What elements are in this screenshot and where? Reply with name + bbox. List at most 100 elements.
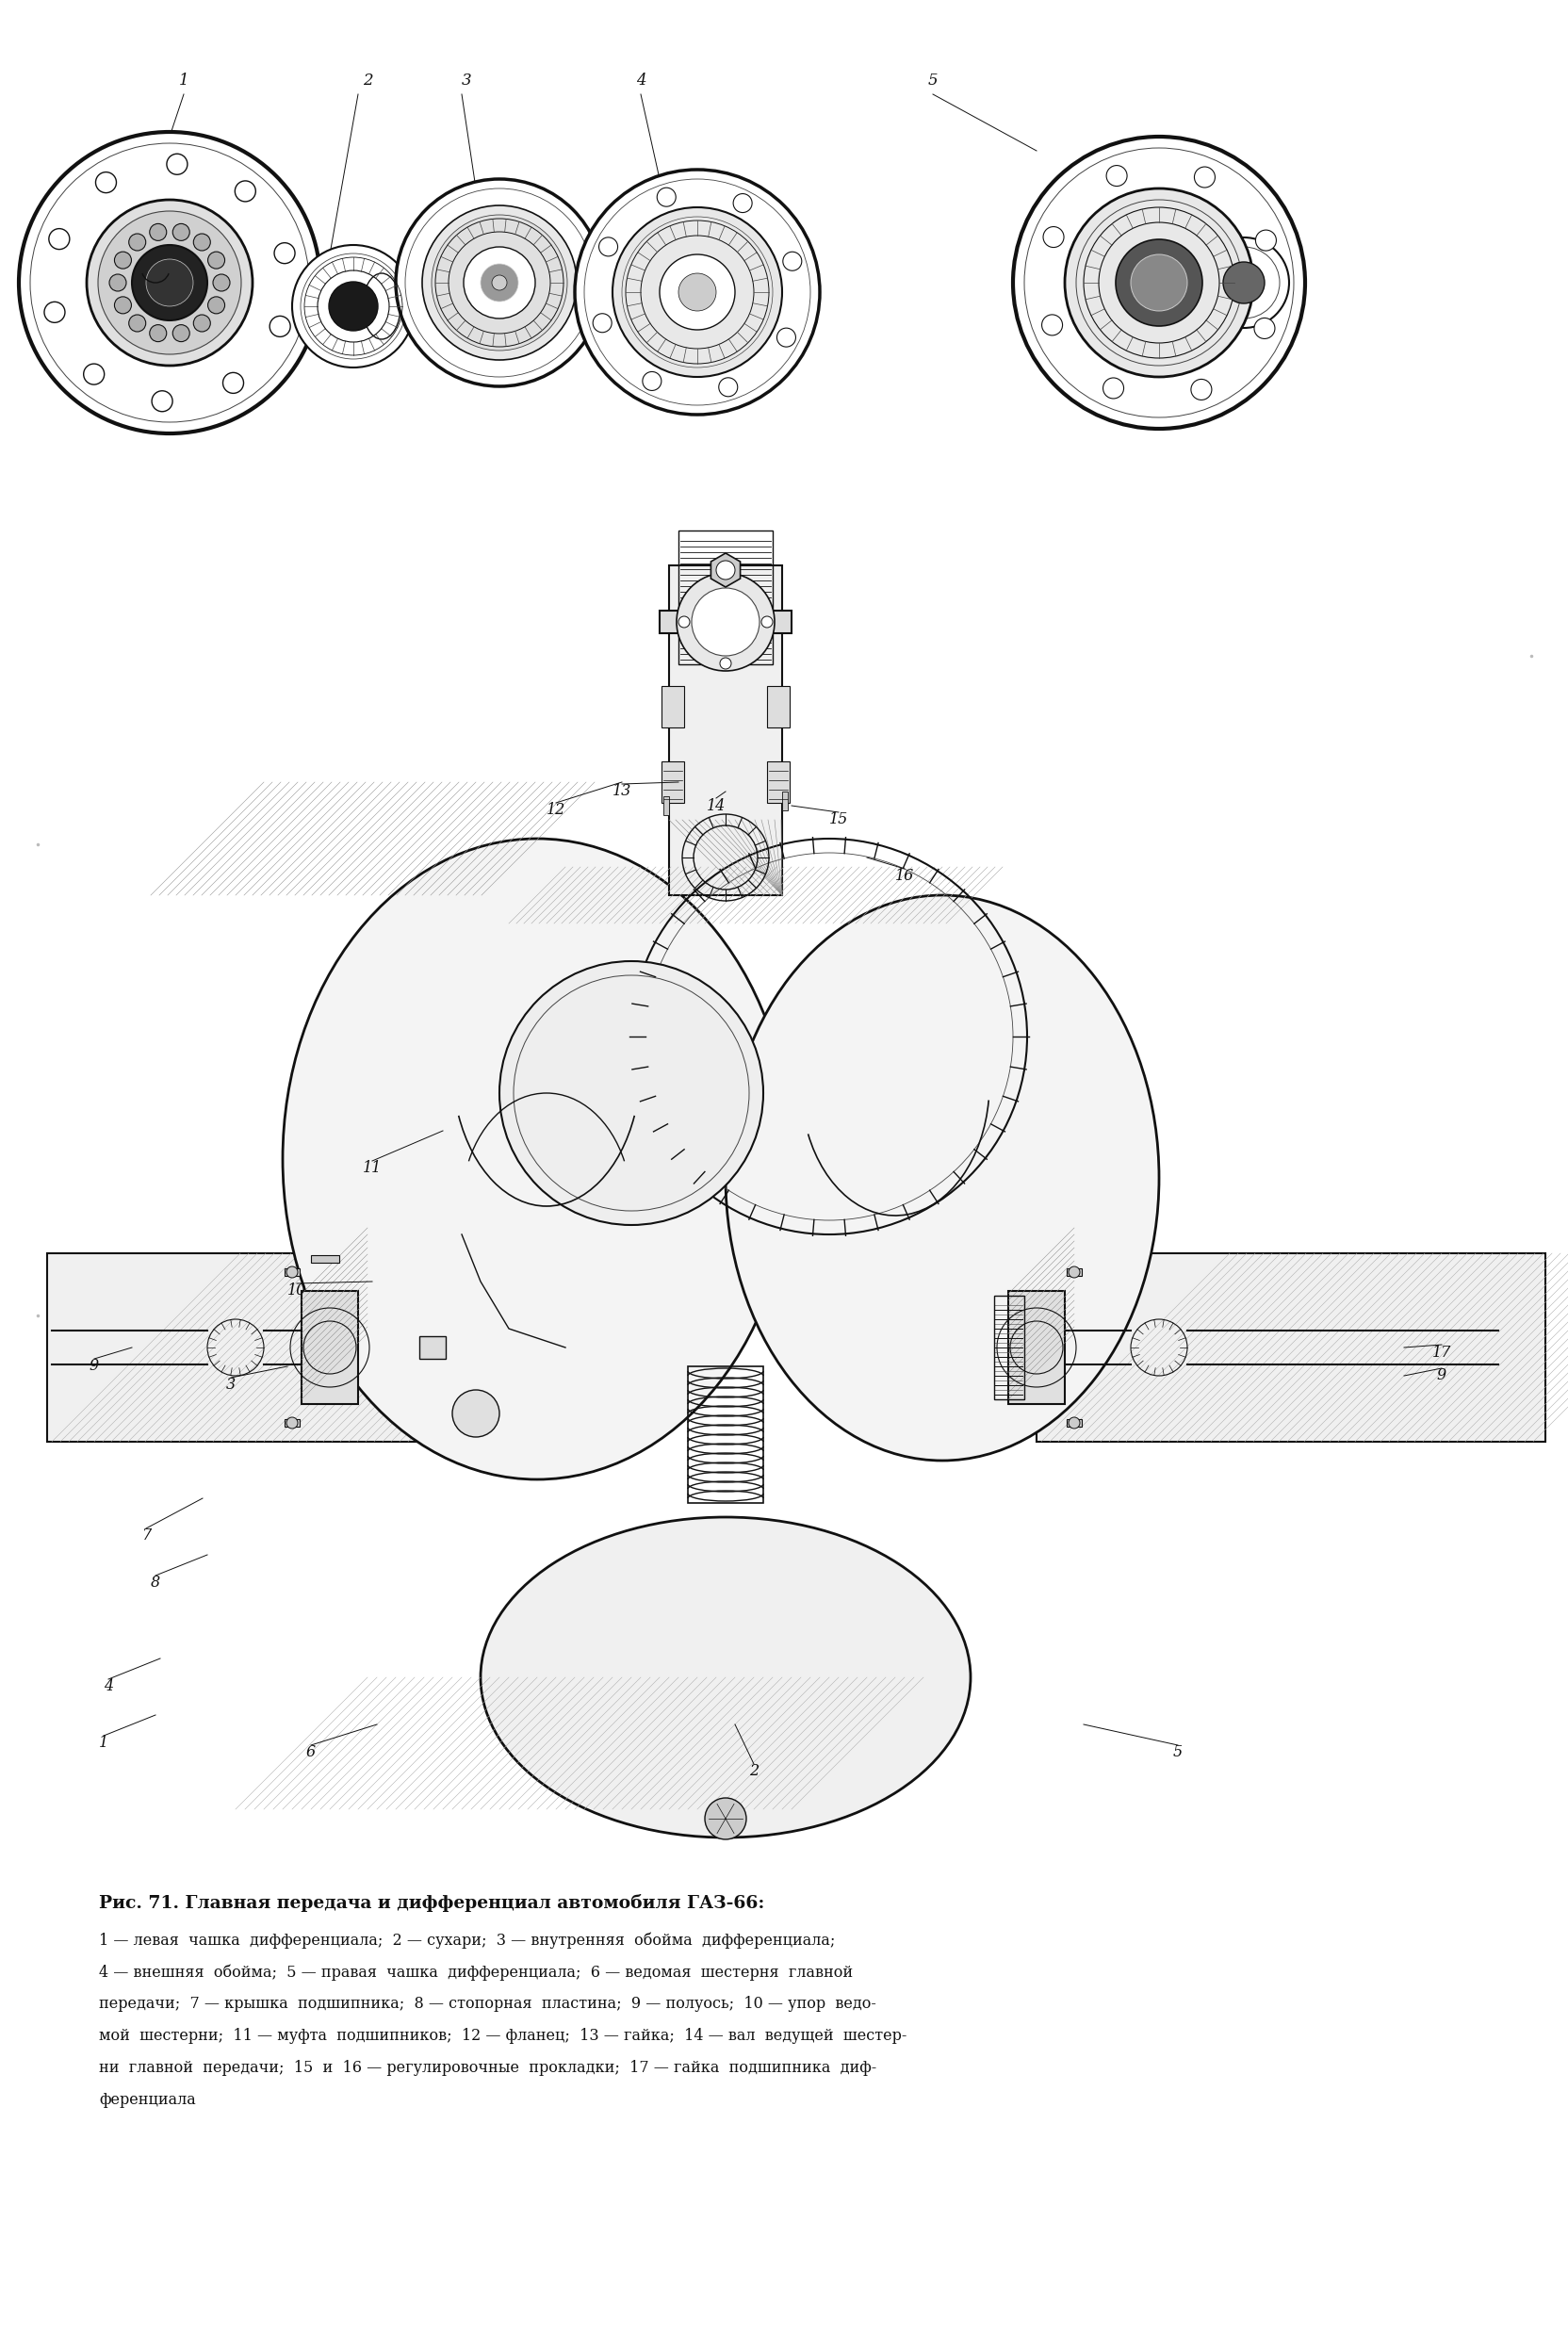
Text: 10: 10: [287, 1282, 306, 1298]
Text: 12: 12: [546, 802, 566, 818]
Text: 4: 4: [635, 73, 646, 87]
Bar: [47, 1254, 470, 1442]
Circle shape: [676, 574, 775, 670]
Circle shape: [292, 245, 414, 367]
Circle shape: [706, 1797, 746, 1839]
Text: 13: 13: [613, 783, 632, 800]
Bar: [310, 1256, 339, 1263]
Circle shape: [1223, 261, 1264, 303]
Circle shape: [193, 233, 210, 252]
Bar: [782, 793, 787, 811]
Circle shape: [152, 390, 172, 412]
Polygon shape: [710, 553, 740, 588]
Bar: [688, 1367, 764, 1503]
Circle shape: [405, 188, 594, 376]
Circle shape: [1256, 230, 1276, 252]
Text: 17: 17: [1432, 1345, 1452, 1359]
Ellipse shape: [362, 273, 400, 339]
Circle shape: [464, 247, 535, 318]
Circle shape: [129, 233, 146, 252]
Bar: [662, 762, 684, 802]
Circle shape: [1013, 136, 1305, 428]
Circle shape: [19, 132, 320, 433]
Bar: [663, 797, 670, 816]
Text: 4 — внешняя  обойма;  5 — правая  чашка  дифференциала;  6 — ведомая  шестерня  : 4 — внешняя обойма; 5 — правая чашка диф…: [99, 1964, 853, 1980]
Circle shape: [395, 179, 604, 386]
Circle shape: [270, 315, 290, 336]
Text: передачи;  7 — крышка  подшипника;  8 — стопорная  пластина;  9 — полуось;  10 —: передачи; 7 — крышка подшипника; 8 — сто…: [99, 1997, 877, 2011]
Circle shape: [166, 153, 188, 174]
Circle shape: [431, 214, 568, 350]
Circle shape: [452, 1390, 500, 1437]
Circle shape: [30, 143, 309, 421]
Circle shape: [613, 207, 782, 376]
Circle shape: [599, 238, 618, 256]
Circle shape: [132, 245, 207, 320]
Text: 5: 5: [1173, 1745, 1182, 1762]
Bar: [994, 1296, 1024, 1399]
Circle shape: [1107, 165, 1127, 186]
Circle shape: [1043, 226, 1065, 247]
Bar: [1036, 1254, 1546, 1442]
Circle shape: [146, 259, 193, 306]
Text: 15: 15: [829, 811, 848, 828]
Circle shape: [734, 193, 753, 212]
Circle shape: [1198, 238, 1289, 327]
Circle shape: [717, 560, 735, 579]
Circle shape: [1065, 188, 1253, 376]
Circle shape: [172, 223, 190, 240]
Circle shape: [575, 169, 820, 414]
Circle shape: [782, 252, 801, 270]
Circle shape: [679, 616, 690, 628]
Ellipse shape: [282, 840, 792, 1479]
Bar: [284, 1418, 299, 1428]
Circle shape: [49, 228, 69, 249]
Circle shape: [1116, 240, 1203, 327]
Circle shape: [1254, 318, 1275, 339]
Circle shape: [585, 179, 811, 405]
Circle shape: [1131, 254, 1187, 310]
Circle shape: [329, 282, 378, 332]
Circle shape: [97, 212, 241, 355]
Text: ференциала: ференциала: [99, 2091, 196, 2107]
Circle shape: [480, 263, 519, 301]
Ellipse shape: [726, 896, 1159, 1461]
Circle shape: [1068, 1418, 1080, 1428]
Circle shape: [274, 242, 295, 263]
Circle shape: [172, 325, 190, 341]
Circle shape: [110, 275, 127, 292]
Circle shape: [149, 223, 166, 240]
Circle shape: [1102, 379, 1124, 397]
Text: 14: 14: [707, 797, 726, 814]
Ellipse shape: [480, 1517, 971, 1837]
Bar: [767, 762, 790, 802]
Circle shape: [720, 574, 731, 586]
Bar: [670, 564, 782, 896]
Text: 5: 5: [928, 73, 938, 87]
Text: 3: 3: [226, 1378, 235, 1392]
Circle shape: [213, 275, 230, 292]
Circle shape: [691, 588, 759, 656]
Bar: [284, 1268, 299, 1275]
Text: ни  главной  передачи;  15  и  16 — регулировочные  прокладки;  17 — гайка  подш: ни главной передачи; 15 и 16 — регулиров…: [99, 2060, 877, 2077]
Bar: [1066, 1268, 1082, 1275]
Circle shape: [86, 200, 252, 365]
Text: 7: 7: [141, 1529, 151, 1543]
Circle shape: [657, 188, 676, 207]
Circle shape: [593, 313, 612, 332]
Bar: [679, 532, 773, 663]
Circle shape: [643, 372, 662, 390]
Text: 16: 16: [895, 868, 914, 884]
Circle shape: [1024, 148, 1294, 416]
Bar: [767, 687, 790, 727]
Circle shape: [96, 172, 116, 193]
Circle shape: [762, 616, 773, 628]
Circle shape: [422, 205, 577, 360]
Circle shape: [500, 962, 764, 1225]
Circle shape: [679, 273, 717, 310]
Text: 6: 6: [306, 1745, 315, 1762]
Circle shape: [114, 252, 132, 268]
Text: 9: 9: [1436, 1369, 1447, 1383]
Text: 1: 1: [179, 73, 188, 87]
Text: 9: 9: [89, 1359, 99, 1374]
